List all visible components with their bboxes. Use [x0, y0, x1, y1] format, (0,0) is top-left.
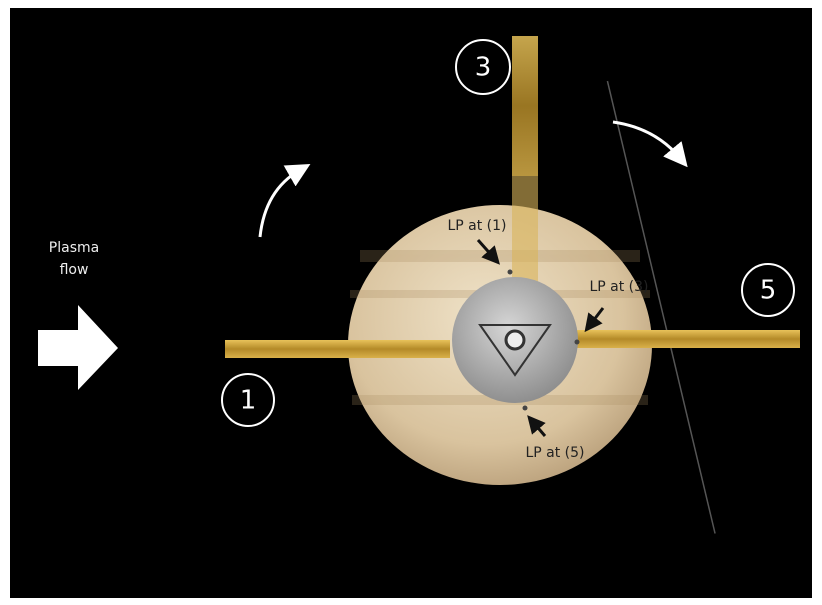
probe-label: LP at (5) — [525, 445, 584, 461]
position-label: 5 — [760, 276, 777, 306]
boom-right — [575, 330, 800, 348]
position-circle — [221, 373, 275, 427]
probe-label: LP at (1) — [447, 218, 506, 234]
probe-pointer — [527, 415, 547, 437]
flow-arrow — [38, 305, 118, 390]
probe-label: LP at (3) — [589, 279, 648, 295]
tether-line — [606, 80, 716, 534]
probe-pointer — [476, 239, 500, 265]
position-label: 3 — [475, 53, 492, 83]
boom-up — [512, 36, 538, 176]
position-circle — [741, 263, 795, 317]
rotation-arrow — [258, 164, 311, 238]
spacecraft-frame — [478, 324, 552, 377]
probe-pointer — [584, 307, 605, 333]
flow-label: Plasma — [49, 240, 99, 256]
position-circle — [455, 39, 511, 95]
rotation-arrow — [612, 120, 688, 168]
position-label: 1 — [240, 386, 257, 416]
boom-left — [225, 340, 450, 358]
probe-dot — [522, 405, 528, 411]
flow-label: flow — [60, 262, 89, 278]
probe-dot — [507, 269, 513, 275]
boom-up-lower — [512, 176, 538, 286]
probe-dot — [574, 339, 580, 345]
spacecraft-hub — [504, 329, 526, 351]
